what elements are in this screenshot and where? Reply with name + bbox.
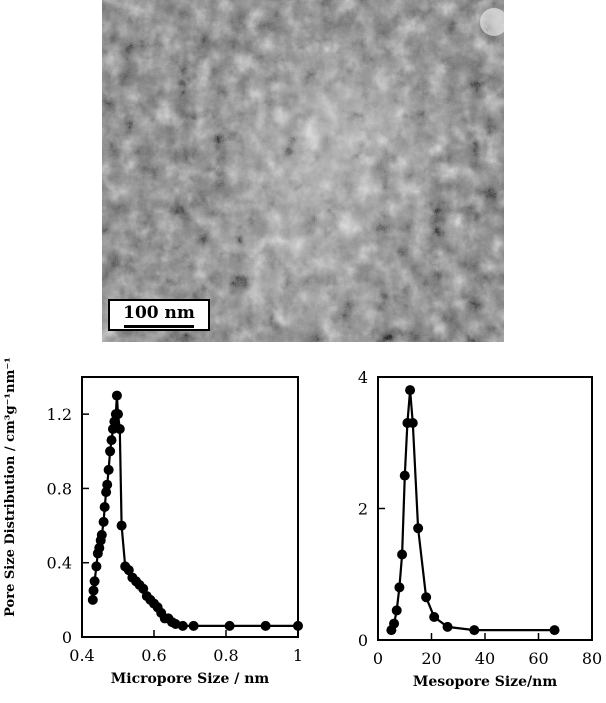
micropore-series-points	[87, 390, 303, 631]
c2-data-point	[391, 605, 402, 616]
c2-data-point	[405, 385, 416, 396]
scale-bar-label: 100 nm	[123, 303, 195, 323]
c1-data-point	[94, 542, 105, 553]
micropore-y-axis-label: Pore Size Distribution / cm³g⁻¹nm⁻¹	[3, 357, 18, 617]
c1-data-point	[106, 435, 117, 446]
c1-y-tick-label: 0.8	[47, 479, 72, 498]
c2-data-point	[397, 549, 408, 560]
c2-data-point	[413, 523, 424, 534]
c2-y-tick-label: 2	[358, 500, 368, 519]
c1-data-point	[98, 516, 109, 527]
c1-data-point	[188, 620, 199, 631]
c2-data-point	[442, 621, 453, 632]
c2-data-point	[407, 418, 418, 429]
scale-bar: 100 nm	[108, 299, 210, 331]
c1-data-point	[111, 390, 122, 401]
c1-data-point	[89, 576, 100, 587]
c1-y-tick-label: 0.4	[47, 554, 72, 573]
micropore-plot-frame	[81, 376, 299, 638]
c1-data-point	[101, 487, 112, 498]
c1-data-point	[224, 620, 235, 631]
c1-y-tick-label: 0	[62, 628, 72, 647]
c2-data-point	[394, 582, 405, 593]
c1-x-tick-label: 1	[293, 646, 303, 665]
c1-x-tick-label: 0.8	[213, 646, 238, 665]
sem-texture	[102, 0, 504, 342]
c1-data-point	[88, 585, 99, 596]
c1-data-point	[114, 424, 125, 434]
c2-data-point	[421, 592, 432, 603]
c2-data-point	[389, 618, 400, 629]
c1-x-tick-label: 0.4	[69, 646, 94, 665]
mesopore-y-ticks: 0 2 4	[358, 368, 385, 650]
c1-data-point	[105, 446, 116, 457]
c1-data-point	[103, 464, 114, 475]
c1-data-point	[102, 479, 113, 490]
c2-data-point	[549, 625, 560, 636]
c1-data-point	[99, 502, 110, 512]
c1-y-tick-label: 1.2	[47, 405, 72, 424]
c2-data-point	[469, 625, 480, 636]
micropore-y-ticks: 0 0.4 0.8 1.2	[47, 405, 89, 647]
micropore-chart: 0.4 0.6 0.8 1 00.40.81.2 Micropore Size / n…	[3, 357, 303, 687]
micropore-x-axis-label: Micropore Size / nm	[111, 671, 270, 687]
mesopore-chart: 0 20 40 60 80 0 2 4 Mesopore Size/nm	[358, 368, 602, 690]
c1-data-point	[116, 520, 127, 531]
c2-x-tick-label: 0	[373, 649, 383, 668]
c2-y-tick-label: 0	[358, 631, 368, 650]
c1-data-point	[113, 409, 123, 420]
pore-size-charts: 0.4 0.6 0.8 1 00.40.81.2 Micropore Size / n…	[3, 357, 602, 690]
c2-data-point	[429, 611, 440, 622]
c2-x-tick-label: 80	[582, 649, 602, 668]
sem-micrograph	[102, 0, 504, 342]
c1-data-point	[260, 620, 271, 631]
c1-data-point	[177, 620, 188, 631]
c1-data-point	[87, 594, 98, 605]
c2-x-tick-label: 20	[421, 649, 441, 668]
c2-x-tick-label: 40	[475, 649, 495, 668]
charts-area: 0.4 0.6 0.8 1 0 0.4 0.8 1.2 Micropore Size / n…	[0, 342, 606, 699]
mesopore-series-points	[386, 385, 560, 636]
c1-data-point	[109, 416, 120, 427]
c2-x-tick-label: 60	[528, 649, 548, 668]
micropore-x-ticks: 0.4 0.6 0.8 1	[69, 630, 303, 665]
c1-data-point	[96, 529, 107, 540]
c1-x-tick-label: 0.6	[141, 646, 166, 665]
c2-y-tick-label: 4	[358, 368, 368, 387]
c2-data-point	[399, 470, 410, 481]
mesopore-plot-frame	[377, 376, 593, 641]
c1-data-point	[293, 620, 303, 631]
c1-data-point	[91, 561, 102, 572]
mesopore-x-axis-label: Mesopore Size/nm	[413, 674, 557, 690]
c1-data-point	[107, 424, 118, 434]
c1-data-point	[138, 583, 149, 594]
scale-bar-line	[124, 325, 194, 328]
mesopore-x-ticks: 0 20 40 60 80	[373, 633, 602, 668]
c1-data-point	[123, 565, 134, 576]
